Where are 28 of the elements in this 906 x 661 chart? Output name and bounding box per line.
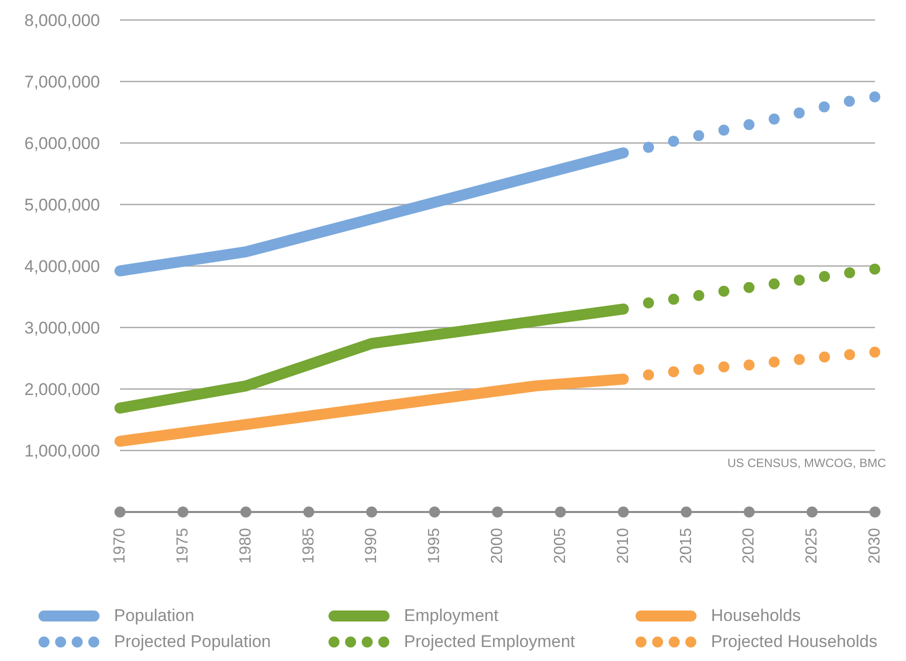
x-tick-label: 2000 <box>489 528 506 564</box>
y-tick-label: 5,000,000 <box>24 196 100 215</box>
y-tick-label: 4,000,000 <box>24 257 100 276</box>
y-tick-label: 8,000,000 <box>24 11 100 30</box>
x-tick-label: 2030 <box>866 528 884 564</box>
legend-label: Population <box>114 606 194 626</box>
legend-label: Employment <box>404 606 498 626</box>
x-tick-label: 2020 <box>740 528 758 564</box>
x-tick-label: 1985 <box>300 528 318 564</box>
y-tick-label: 1,000,000 <box>24 442 100 461</box>
legend-label: Projected Population <box>114 632 271 652</box>
y-tick-label: 2,000,000 <box>24 380 100 400</box>
x-tick-label: 1990 <box>363 528 380 564</box>
annotation: US CENSUS, MWCOG, BMC <box>727 456 886 470</box>
y-tick-label: 3,000,000 <box>24 318 100 338</box>
y-tick-label: 7,000,000 <box>24 72 100 92</box>
x-tick-label: 1995 <box>426 528 444 564</box>
y-tick-label: 6,000,000 <box>24 134 100 154</box>
legend-label: Households <box>711 606 801 626</box>
legend-label: Projected Employment <box>404 632 576 652</box>
x-tick-label: 1975 <box>174 528 192 564</box>
x-tick-label: 2025 <box>804 528 821 564</box>
x-tick-label: 2015 <box>678 528 695 564</box>
x-tick-label: 2005 <box>552 528 569 564</box>
x-tick-label: 2010 <box>614 528 632 564</box>
legend-label: Projected Households <box>711 632 878 652</box>
x-tick-label: 1980 <box>237 528 254 564</box>
x-tick-label: 1970 <box>112 528 128 564</box>
